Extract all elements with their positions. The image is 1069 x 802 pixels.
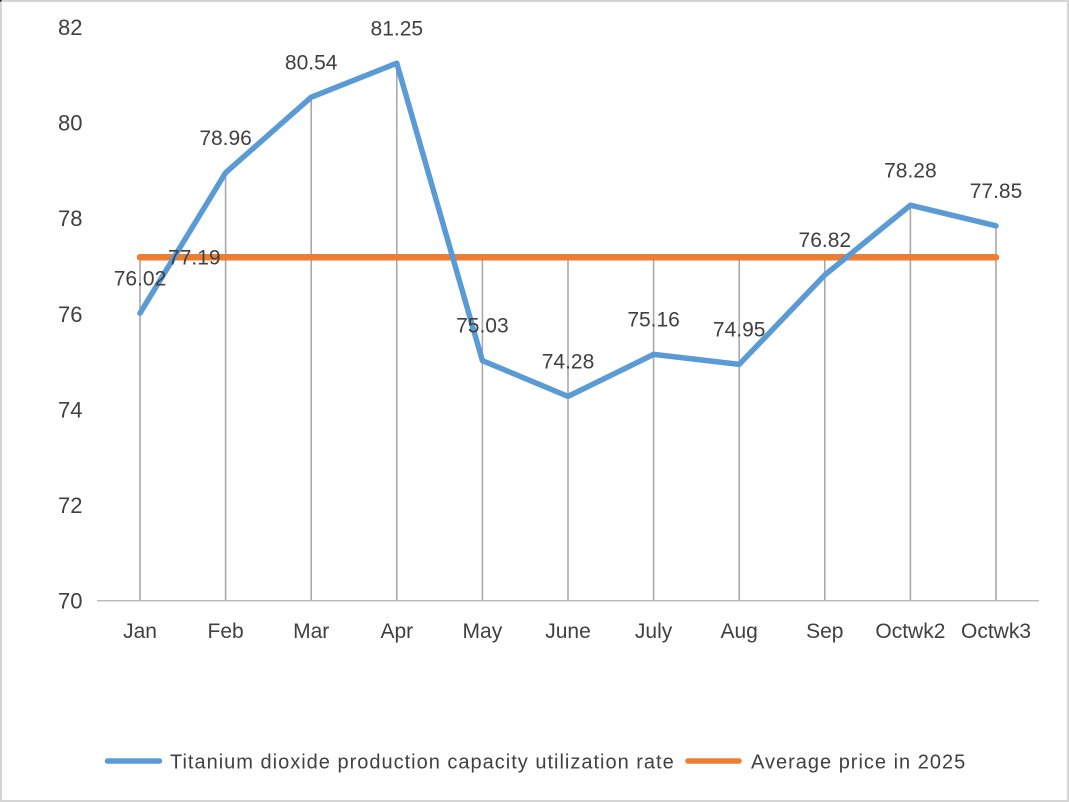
svg-text:72: 72 (58, 493, 82, 518)
svg-text:81.25: 81.25 (371, 17, 424, 40)
svg-text:75.03: 75.03 (456, 315, 509, 338)
svg-text:77.19: 77.19 (168, 247, 221, 270)
svg-text:July: July (635, 620, 673, 643)
svg-text:75.16: 75.16 (627, 309, 680, 332)
svg-text:76.82: 76.82 (799, 229, 852, 252)
svg-text:80: 80 (58, 111, 82, 136)
svg-text:70: 70 (58, 589, 82, 614)
svg-text:Average price in 2025: Average price in 2025 (751, 752, 966, 774)
svg-text:May: May (463, 620, 503, 643)
svg-text:82: 82 (58, 15, 82, 40)
svg-text:Apr: Apr (380, 620, 413, 643)
svg-text:Mar: Mar (293, 620, 329, 643)
svg-text:78: 78 (58, 206, 82, 231)
svg-text:76.02: 76.02 (114, 267, 167, 290)
svg-text:Titanium dioxide production ca: Titanium dioxide production capacity uti… (170, 752, 675, 774)
svg-text:74.95: 74.95 (713, 319, 766, 342)
svg-text:78.96: 78.96 (199, 127, 252, 150)
svg-text:Octwk3: Octwk3 (961, 620, 1031, 643)
svg-text:Sep: Sep (806, 620, 843, 643)
svg-text:80.54: 80.54 (285, 51, 338, 74)
svg-text:June: June (545, 620, 591, 643)
svg-text:74: 74 (58, 397, 82, 422)
svg-text:Jan: Jan (123, 620, 157, 643)
svg-text:74.28: 74.28 (542, 351, 595, 374)
svg-text:Feb: Feb (208, 620, 244, 643)
svg-text:78.28: 78.28 (884, 159, 937, 182)
svg-text:Octwk2: Octwk2 (875, 620, 945, 643)
svg-text:76: 76 (58, 302, 82, 327)
svg-text:Aug: Aug (721, 620, 758, 643)
svg-text:77.85: 77.85 (970, 180, 1023, 203)
